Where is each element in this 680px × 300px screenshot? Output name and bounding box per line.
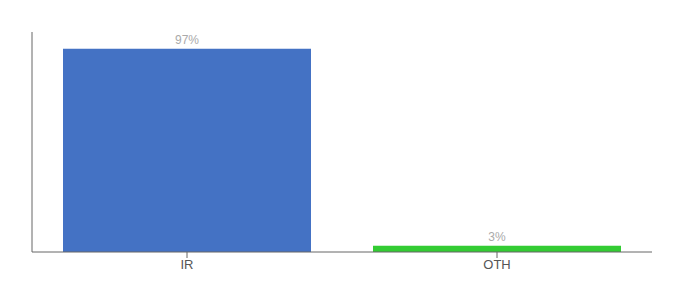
svg-text:OTH: OTH bbox=[483, 257, 510, 272]
svg-text:IR: IR bbox=[181, 257, 194, 272]
svg-text:3%: 3% bbox=[488, 230, 506, 244]
svg-text:97%: 97% bbox=[175, 33, 199, 47]
